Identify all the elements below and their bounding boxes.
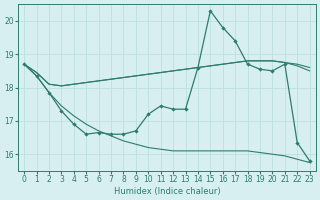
X-axis label: Humidex (Indice chaleur): Humidex (Indice chaleur) <box>114 187 220 196</box>
